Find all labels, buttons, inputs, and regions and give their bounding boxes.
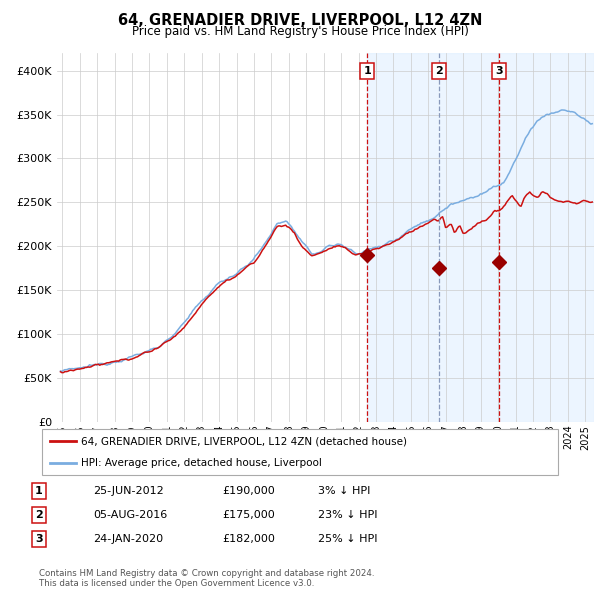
Text: 25-JUN-2012: 25-JUN-2012 xyxy=(93,486,164,496)
Text: Price paid vs. HM Land Registry's House Price Index (HPI): Price paid vs. HM Land Registry's House … xyxy=(131,25,469,38)
Text: 3: 3 xyxy=(35,535,43,544)
Text: £175,000: £175,000 xyxy=(222,510,275,520)
Text: 3: 3 xyxy=(496,65,503,76)
Text: £182,000: £182,000 xyxy=(222,535,275,544)
Text: 2: 2 xyxy=(435,65,443,76)
Text: 05-AUG-2016: 05-AUG-2016 xyxy=(93,510,167,520)
Text: 2: 2 xyxy=(35,510,43,520)
Bar xyxy=(367,53,594,422)
Text: 24-JAN-2020: 24-JAN-2020 xyxy=(93,535,163,544)
Text: 1: 1 xyxy=(363,65,371,76)
Text: 64, GRENADIER DRIVE, LIVERPOOL, L12 4ZN: 64, GRENADIER DRIVE, LIVERPOOL, L12 4ZN xyxy=(118,13,482,28)
Text: £190,000: £190,000 xyxy=(222,486,275,496)
Text: Contains HM Land Registry data © Crown copyright and database right 2024.
This d: Contains HM Land Registry data © Crown c… xyxy=(39,569,374,588)
Text: 25% ↓ HPI: 25% ↓ HPI xyxy=(318,535,377,544)
Text: 64, GRENADIER DRIVE, LIVERPOOL, L12 4ZN (detached house): 64, GRENADIER DRIVE, LIVERPOOL, L12 4ZN … xyxy=(80,437,407,447)
Text: 23% ↓ HPI: 23% ↓ HPI xyxy=(318,510,377,520)
Text: HPI: Average price, detached house, Liverpool: HPI: Average price, detached house, Live… xyxy=(80,457,322,467)
Text: 1: 1 xyxy=(35,486,43,496)
Text: 3% ↓ HPI: 3% ↓ HPI xyxy=(318,486,370,496)
FancyBboxPatch shape xyxy=(42,429,558,475)
